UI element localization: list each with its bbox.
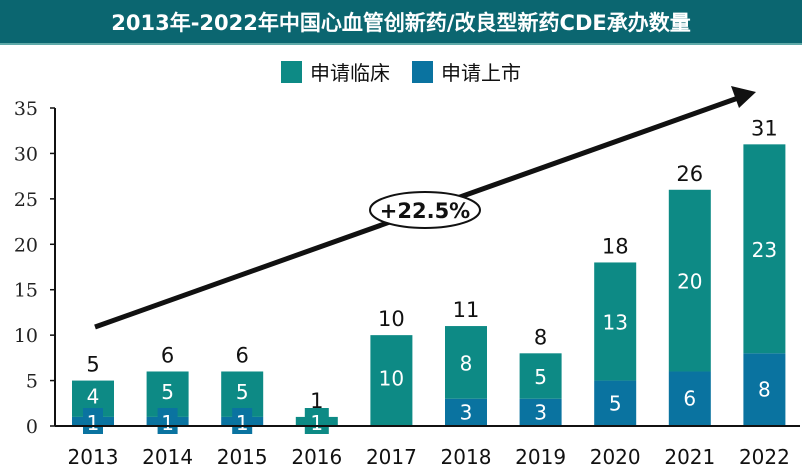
data-label-clinical: 10 — [379, 367, 404, 391]
legend-item-clinical: 申请临床 — [281, 57, 390, 86]
y-tick-label: 20 — [14, 234, 38, 256]
bar-clinical — [743, 144, 786, 354]
total-label: 5 — [86, 353, 99, 377]
data-label-market: 3 — [460, 400, 473, 424]
data-label-clinical: 8 — [460, 351, 473, 375]
data-label-box — [232, 408, 253, 434]
data-label-market: 3 — [534, 400, 547, 424]
data-label-clinical: 20 — [677, 270, 702, 294]
y-tick-label: 30 — [14, 143, 38, 165]
legend: 申请临床 申请上市 — [0, 57, 802, 86]
total-label: 26 — [676, 162, 703, 186]
total-label: 11 — [453, 298, 480, 322]
x-tick-label: 2022 — [739, 445, 790, 469]
bar-market — [594, 380, 637, 426]
data-label-clinical: 1 — [310, 411, 323, 435]
bar-clinical — [370, 335, 413, 426]
total-label: 18 — [602, 234, 629, 258]
data-label-box — [304, 408, 329, 434]
data-label-market: 1 — [236, 411, 249, 435]
legend-swatch — [281, 60, 302, 83]
x-tick-label: 2018 — [441, 445, 492, 469]
legend-label: 申请临床 — [310, 61, 390, 85]
legend-item-market: 申请上市 — [412, 57, 521, 86]
data-label-clinical: 13 — [602, 311, 627, 335]
bar-clinical — [668, 189, 711, 372]
x-tick-label: 2015 — [217, 445, 268, 469]
y-tick-label: 15 — [14, 280, 38, 302]
bar-clinical — [445, 326, 487, 399]
total-label: 6 — [161, 343, 174, 367]
data-label-clinical: 5 — [236, 380, 249, 404]
x-tick-label: 2013 — [68, 445, 119, 469]
data-label-market: 1 — [161, 411, 174, 435]
trend-arrowhead — [731, 86, 756, 108]
total-label: 10 — [378, 307, 405, 331]
data-label-market: 1 — [87, 411, 100, 435]
legend-swatch — [412, 60, 433, 83]
bar-clinical — [519, 353, 562, 399]
x-tick-label: 2020 — [590, 445, 641, 469]
data-label-market: 8 — [758, 378, 771, 402]
bar-market — [743, 353, 786, 426]
data-label-box — [83, 408, 103, 434]
total-label: 6 — [236, 343, 249, 367]
growth-badge — [369, 191, 481, 229]
data-label-market: 6 — [683, 387, 696, 411]
legend-label: 申请上市 — [441, 61, 521, 85]
x-tick-label: 2019 — [515, 445, 566, 469]
bar-market — [519, 398, 562, 426]
x-tick-label: 2017 — [366, 445, 417, 469]
data-label-market: 5 — [609, 391, 622, 415]
y-tick-label: 35 — [14, 98, 38, 120]
x-tick-label: 2014 — [142, 445, 193, 469]
x-tick-label: 2016 — [291, 445, 342, 469]
y-tick-label: 10 — [14, 325, 38, 347]
data-label-clinical: 5 — [161, 380, 174, 404]
y-tick-label: 5 — [26, 371, 38, 393]
x-tick-label: 2021 — [664, 445, 715, 469]
bar-market — [668, 371, 711, 426]
growth-label: +22.5% — [380, 199, 470, 223]
y-tick-label: 25 — [14, 189, 38, 211]
total-label: 1 — [310, 389, 323, 413]
total-label: 8 — [534, 325, 547, 349]
chart-title: 2013年-2022年中国心血管创新药/改良型新药CDE承办数量 — [0, 0, 802, 45]
data-label-clinical: 5 — [534, 365, 547, 389]
total-label: 31 — [751, 116, 778, 140]
data-label-box — [157, 408, 178, 434]
data-label-clinical: 4 — [87, 385, 100, 409]
data-label-clinical: 23 — [752, 238, 777, 262]
bar-market — [445, 398, 487, 426]
bar-clinical — [594, 262, 637, 381]
y-tick-label: 0 — [26, 416, 38, 438]
